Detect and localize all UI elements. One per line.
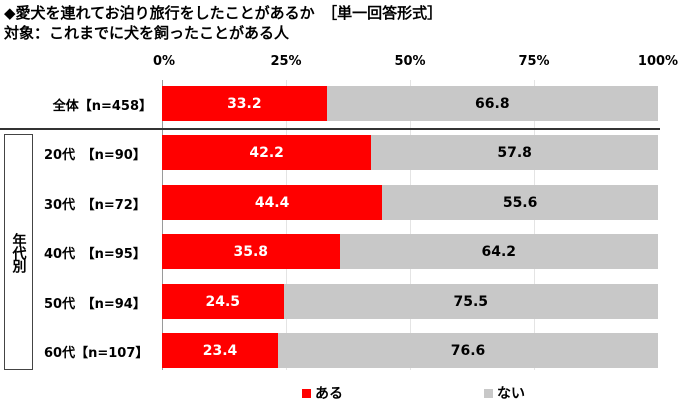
- row-label-50s: 50代 【n=94】: [44, 297, 146, 312]
- bar-row-20s: 42.2 57.8: [162, 135, 658, 170]
- bar-segment-yes: 23.4: [162, 333, 279, 368]
- bar-segment-no: 57.8: [371, 135, 658, 170]
- bar-row-60s: 23.4 76.6: [162, 333, 658, 368]
- chart-subtitle: 対象：これまでに犬を飼ったことがある人: [4, 24, 290, 42]
- bar-row-total: 33.2 66.8: [162, 86, 658, 121]
- row-label-40s: 40代 【n=95】: [44, 247, 146, 262]
- legend-item-no: ない: [484, 383, 525, 403]
- age-group-label: 年代別: [10, 232, 27, 272]
- gridline-75: [534, 80, 535, 370]
- legend-item-yes: ある: [302, 383, 343, 403]
- x-tick-25: 25%: [270, 54, 302, 69]
- bar-row-30s: 44.4 55.6: [162, 185, 658, 220]
- bar-segment-yes: 44.4: [162, 185, 383, 220]
- row-label-20s: 20代 【n=90】: [44, 148, 146, 163]
- bar-segment-yes: 24.5: [162, 284, 284, 319]
- bar-segment-yes: 33.2: [162, 86, 327, 121]
- bar-row-40s: 35.8 64.2: [162, 234, 658, 269]
- row-label-total: 全体【n=458】: [52, 99, 152, 114]
- legend-label-yes: ある: [315, 386, 343, 402]
- chart-title: ◆愛犬を連れてお泊り旅行をしたことがあるか ［単一回答形式］: [4, 4, 443, 22]
- legend-swatch-red-icon: [302, 388, 311, 398]
- bar-segment-no: 76.6: [278, 333, 658, 368]
- bar-segment-yes: 35.8: [162, 234, 340, 269]
- x-tick-100: 100%: [637, 54, 679, 69]
- bar-segment-no: 66.8: [326, 86, 658, 121]
- x-tick-75: 75%: [518, 54, 550, 69]
- bar-segment-no: 55.6: [382, 185, 658, 220]
- total-separator-line: [0, 128, 660, 130]
- x-tick-0: 0%: [152, 54, 176, 69]
- gridline-25: [286, 80, 287, 370]
- legend-label-no: ない: [497, 386, 525, 402]
- legend-swatch-gray-icon: [484, 388, 493, 398]
- bar-row-50s: 24.5 75.5: [162, 284, 658, 319]
- y-axis-line: [162, 80, 163, 370]
- bar-segment-yes: 42.2: [162, 135, 372, 170]
- row-label-60s: 60代【n=107】: [44, 346, 149, 361]
- bar-segment-no: 75.5: [283, 284, 658, 319]
- bar-segment-no: 64.2: [339, 234, 658, 269]
- gridline-50: [410, 80, 411, 370]
- age-group-box: 年代別: [4, 134, 33, 370]
- x-tick-50: 50%: [394, 54, 426, 69]
- row-label-30s: 30代 【n=72】: [44, 198, 146, 213]
